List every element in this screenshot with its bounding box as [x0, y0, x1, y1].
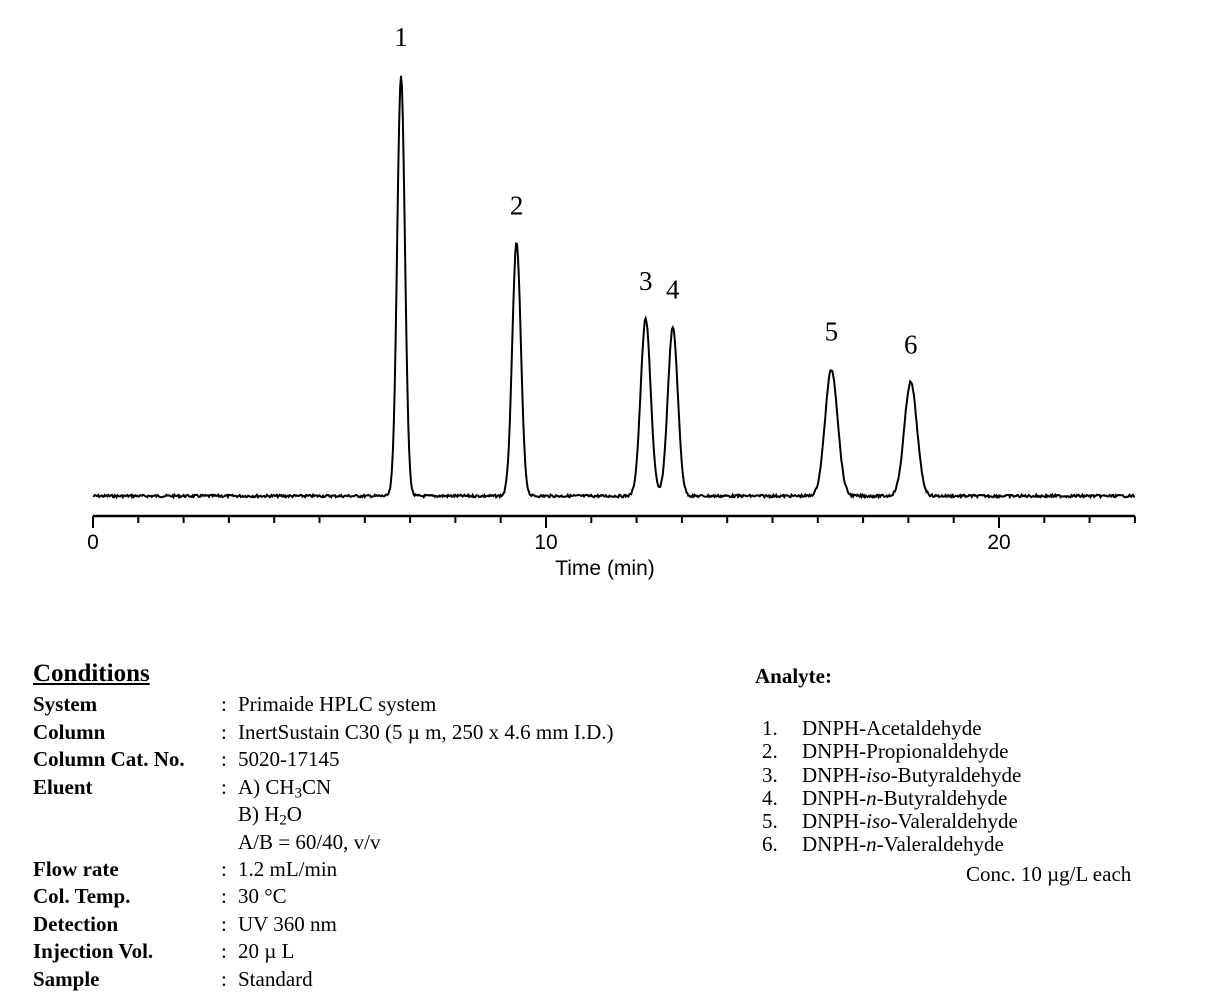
chromatogram-chart: 1 2 3 4 5 6 0 10 20 Time (min)	[87, 22, 1136, 580]
condition-value: Primaide HPLC system	[238, 692, 437, 716]
condition-row-column: Column : InertSustain C30 (5 µ m, 250 x …	[33, 719, 614, 747]
eluent-a: A) CH3CN	[238, 774, 332, 802]
analyte-number: 6.	[762, 832, 778, 857]
analyte-name: DNPH-Acetaldehyde	[802, 716, 982, 740]
condition-row-col-temp: Col. Temp. : 30 °C	[33, 883, 287, 911]
analyte-number: 2.	[762, 739, 778, 764]
condition-value: InertSustain C30 (5 µ m, 250 x 4.6 mm I.…	[238, 719, 614, 744]
condition-row-detection: Detection : UV 360 nm	[33, 911, 337, 939]
peak-label-4: 4	[666, 275, 680, 305]
analyte-name: DNPH-iso-Valeraldehyde	[802, 809, 1018, 834]
peak-labels: 1 2 3 4 5 6	[394, 22, 917, 359]
peak-label-1: 1	[394, 22, 408, 52]
condition-colon: :	[221, 774, 227, 799]
peak-label-3: 3	[639, 266, 653, 296]
x-axis-ticks	[92, 516, 1136, 528]
list-item: 3. DNPH-iso-Butyraldehyde	[755, 762, 1021, 787]
condition-label: Eluent	[33, 774, 93, 799]
chromatogram-trace	[92, 75, 1136, 500]
eluent-ratio: A/B = 60/40, v/v	[238, 829, 381, 854]
list-item: 1. DNPH-Acetaldehyde	[755, 716, 982, 740]
condition-colon: :	[221, 747, 227, 771]
list-item: 6. DNPH-n-Valeraldehyde	[755, 832, 1004, 857]
x-axis-title: Time (min)	[555, 557, 655, 580]
condition-row-injection-vol: Injection Vol. : 20 µ L	[33, 938, 294, 966]
condition-label: System	[33, 692, 98, 716]
analyte-number: 3.	[762, 762, 778, 787]
condition-colon: :	[221, 719, 227, 744]
condition-value: 30 °C	[238, 884, 287, 908]
analyte-concentration: Conc. 10 µg/L each	[966, 862, 1132, 886]
condition-colon: :	[221, 966, 227, 991]
condition-row-flow-rate: Flow rate : 1.2 mL/min	[33, 856, 337, 884]
peak-label-2: 2	[510, 190, 524, 220]
condition-value: UV 360 nm	[238, 911, 337, 936]
analyte-name: DNPH-Propionaldehyde	[802, 739, 1009, 764]
x-tick-label: 10	[534, 531, 557, 554]
analyte-number: 1.	[762, 716, 778, 740]
conditions-panel: Conditions System : Primaide HPLC system…	[33, 657, 614, 993]
condition-colon: :	[221, 692, 227, 716]
analyte-name: DNPH-n-Butyraldehyde	[802, 785, 1008, 810]
condition-row-column-cat-no: Column Cat. No. : 5020-17145	[33, 746, 340, 774]
condition-row-sample: Sample : Standard	[33, 966, 313, 993]
condition-row-eluent: Eluent : A) CH3CN B) H2O A/B = 60/40, v/…	[33, 774, 381, 856]
eluent-b: B) H2O	[238, 802, 302, 829]
x-tick-label: 20	[987, 531, 1010, 554]
condition-colon: :	[221, 939, 227, 963]
condition-value: A) CH3CN B) H2O A/B = 60/40, v/v	[238, 774, 381, 857]
peak-label-6: 6	[904, 329, 918, 359]
condition-value: Standard	[238, 966, 313, 991]
analyte-panel: Analyte: 1. DNPH-Acetaldehyde 2. DNPH-Pr…	[755, 662, 1131, 886]
condition-label: Col. Temp.	[33, 884, 131, 908]
analyte-name: DNPH-iso-Butyraldehyde	[802, 762, 1022, 787]
analyte-list: 1. DNPH-Acetaldehyde 2. DNPH-Propionalde…	[755, 716, 1021, 857]
condition-value: 5020-17145	[238, 747, 340, 771]
condition-row-system: System : Primaide HPLC system	[33, 691, 436, 719]
analyte-title: Analyte:	[755, 664, 832, 688]
condition-value: 1.2 mL/min	[238, 856, 338, 881]
analyte-number: 5.	[762, 809, 778, 834]
list-item: 2. DNPH-Propionaldehyde	[755, 739, 1008, 764]
list-item: 4. DNPH-n-Butyraldehyde	[755, 785, 1007, 810]
condition-colon: :	[221, 884, 227, 908]
condition-label: Column Cat. No.	[33, 747, 185, 771]
condition-label: Flow rate	[33, 856, 119, 881]
condition-colon: :	[221, 856, 227, 881]
condition-label: Column	[33, 719, 106, 744]
condition-label: Sample	[33, 966, 100, 991]
list-item: 5. DNPH-iso-Valeraldehyde	[755, 809, 1018, 834]
x-tick-label: 0	[87, 531, 99, 554]
peak-label-5: 5	[825, 317, 839, 347]
condition-label: Injection Vol.	[33, 939, 154, 963]
analyte-number: 4.	[762, 785, 778, 810]
analyte-name: DNPH-n-Valeraldehyde	[802, 832, 1004, 857]
x-axis-tick-labels: 0 10 20	[87, 531, 1011, 554]
condition-value: 20 µ L	[238, 939, 295, 963]
condition-label: Detection	[33, 911, 119, 936]
condition-colon: :	[221, 911, 227, 936]
conditions-title: Conditions	[33, 660, 150, 687]
